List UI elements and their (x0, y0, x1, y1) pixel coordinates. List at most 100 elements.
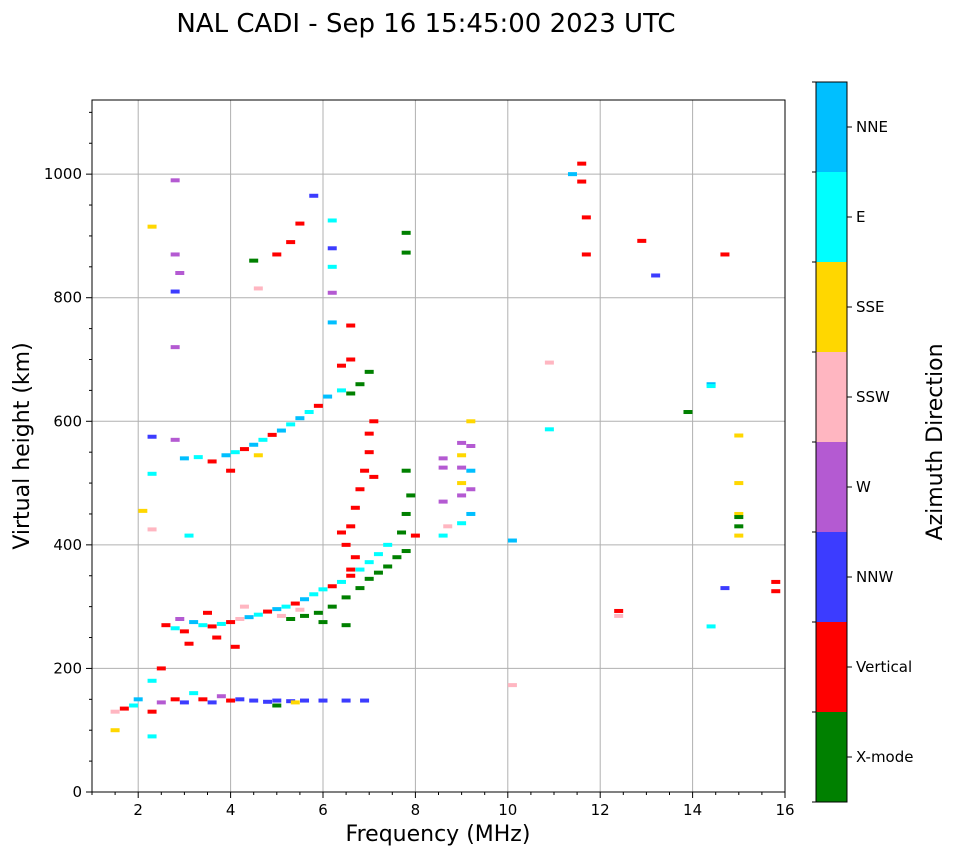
echo-point (216, 621, 226, 626)
colorbar-label: NNE (856, 118, 888, 136)
colorbar-label: SSW (856, 388, 890, 406)
echo-point (457, 453, 467, 458)
echo-point (734, 524, 744, 529)
echo-point (272, 698, 282, 703)
echo-point (235, 697, 245, 702)
echo-point (350, 505, 360, 510)
echo-point (457, 465, 467, 470)
echo-point (286, 240, 296, 245)
echo-point (346, 323, 356, 328)
echo-point (327, 584, 337, 589)
echo-point (156, 666, 166, 671)
echo-point (198, 623, 208, 628)
echo-point (170, 289, 180, 294)
echo-point (355, 567, 365, 572)
echo-point (373, 552, 383, 557)
echo-point (438, 533, 448, 538)
echo-point (318, 698, 328, 703)
echo-point (323, 394, 333, 399)
echo-point (327, 604, 337, 609)
echo-point (198, 697, 208, 702)
echo-point (614, 613, 624, 618)
echo-point (373, 570, 383, 575)
echo-point (346, 391, 356, 396)
echo-point (290, 700, 300, 705)
echo-point (336, 388, 346, 393)
colorbar-segment (816, 622, 847, 712)
echo-point (286, 699, 296, 704)
echo-point (401, 230, 411, 235)
colorbar-label: X-mode (856, 748, 913, 766)
echo-point (341, 623, 351, 628)
echo-point (364, 576, 374, 581)
echo-point (581, 252, 591, 257)
echo-point (286, 422, 296, 427)
echo-point (258, 437, 268, 442)
echo-point (300, 613, 310, 618)
echo-point (507, 538, 517, 543)
plot-grid (92, 100, 786, 793)
echo-point (189, 620, 199, 625)
echo-point (327, 218, 337, 223)
series-second-hop-trace (179, 320, 374, 473)
echo-point (249, 442, 259, 447)
echo-point (313, 610, 323, 615)
echo-point (179, 629, 189, 634)
echo-point (295, 416, 305, 421)
echo-point (577, 161, 587, 166)
series-f-layer-o-trace (161, 542, 393, 649)
echo-point (581, 215, 591, 220)
echo-point (350, 555, 360, 560)
echo-point (392, 555, 402, 560)
echo-point (327, 264, 337, 269)
echo-point (281, 604, 291, 609)
x-tick-label: 12 (591, 801, 610, 819)
series-f-layer-x-trace (286, 468, 416, 628)
plot-points (110, 161, 781, 739)
echo-point (207, 700, 217, 705)
echo-point (119, 706, 129, 711)
echo-point (133, 697, 143, 702)
echo-point (457, 440, 467, 445)
echo-point (295, 607, 305, 612)
echo-point (309, 592, 319, 597)
echo-point (207, 624, 217, 629)
echo-point (346, 567, 356, 572)
echo-point (253, 286, 263, 291)
series-scattered-echoes (110, 161, 781, 739)
echo-point (193, 455, 203, 460)
echo-point (401, 549, 411, 554)
echo-point (230, 450, 240, 455)
echo-point (401, 511, 411, 516)
colorbar-label: W (856, 478, 871, 496)
echo-point (346, 573, 356, 578)
echo-point (138, 508, 148, 513)
echo-point (226, 698, 236, 703)
echo-point (466, 419, 476, 424)
colorbar-label: E (856, 208, 865, 226)
echo-point (364, 369, 374, 374)
echo-point (577, 179, 587, 184)
echo-point (706, 624, 716, 629)
echo-point (318, 587, 328, 592)
echo-point (147, 471, 157, 476)
echo-point (290, 601, 300, 606)
x-tick-label: 2 (133, 801, 143, 819)
echo-point (203, 610, 212, 615)
echo-point (401, 250, 411, 255)
echo-point (457, 493, 467, 498)
echo-point (720, 586, 730, 591)
echo-point (383, 542, 393, 547)
echo-point (364, 560, 374, 565)
echo-point (239, 447, 249, 452)
echo-point (336, 579, 346, 584)
x-axis-ticks: 2 4 6 8 10 12 14 16 (91, 792, 795, 819)
echo-point (457, 521, 467, 526)
echo-point (230, 644, 240, 649)
echo-point (341, 542, 351, 547)
echo-point (401, 468, 411, 473)
echo-point (683, 410, 693, 415)
colorbar-frame (815, 81, 848, 803)
colorbar-label: Vertical (856, 658, 912, 676)
